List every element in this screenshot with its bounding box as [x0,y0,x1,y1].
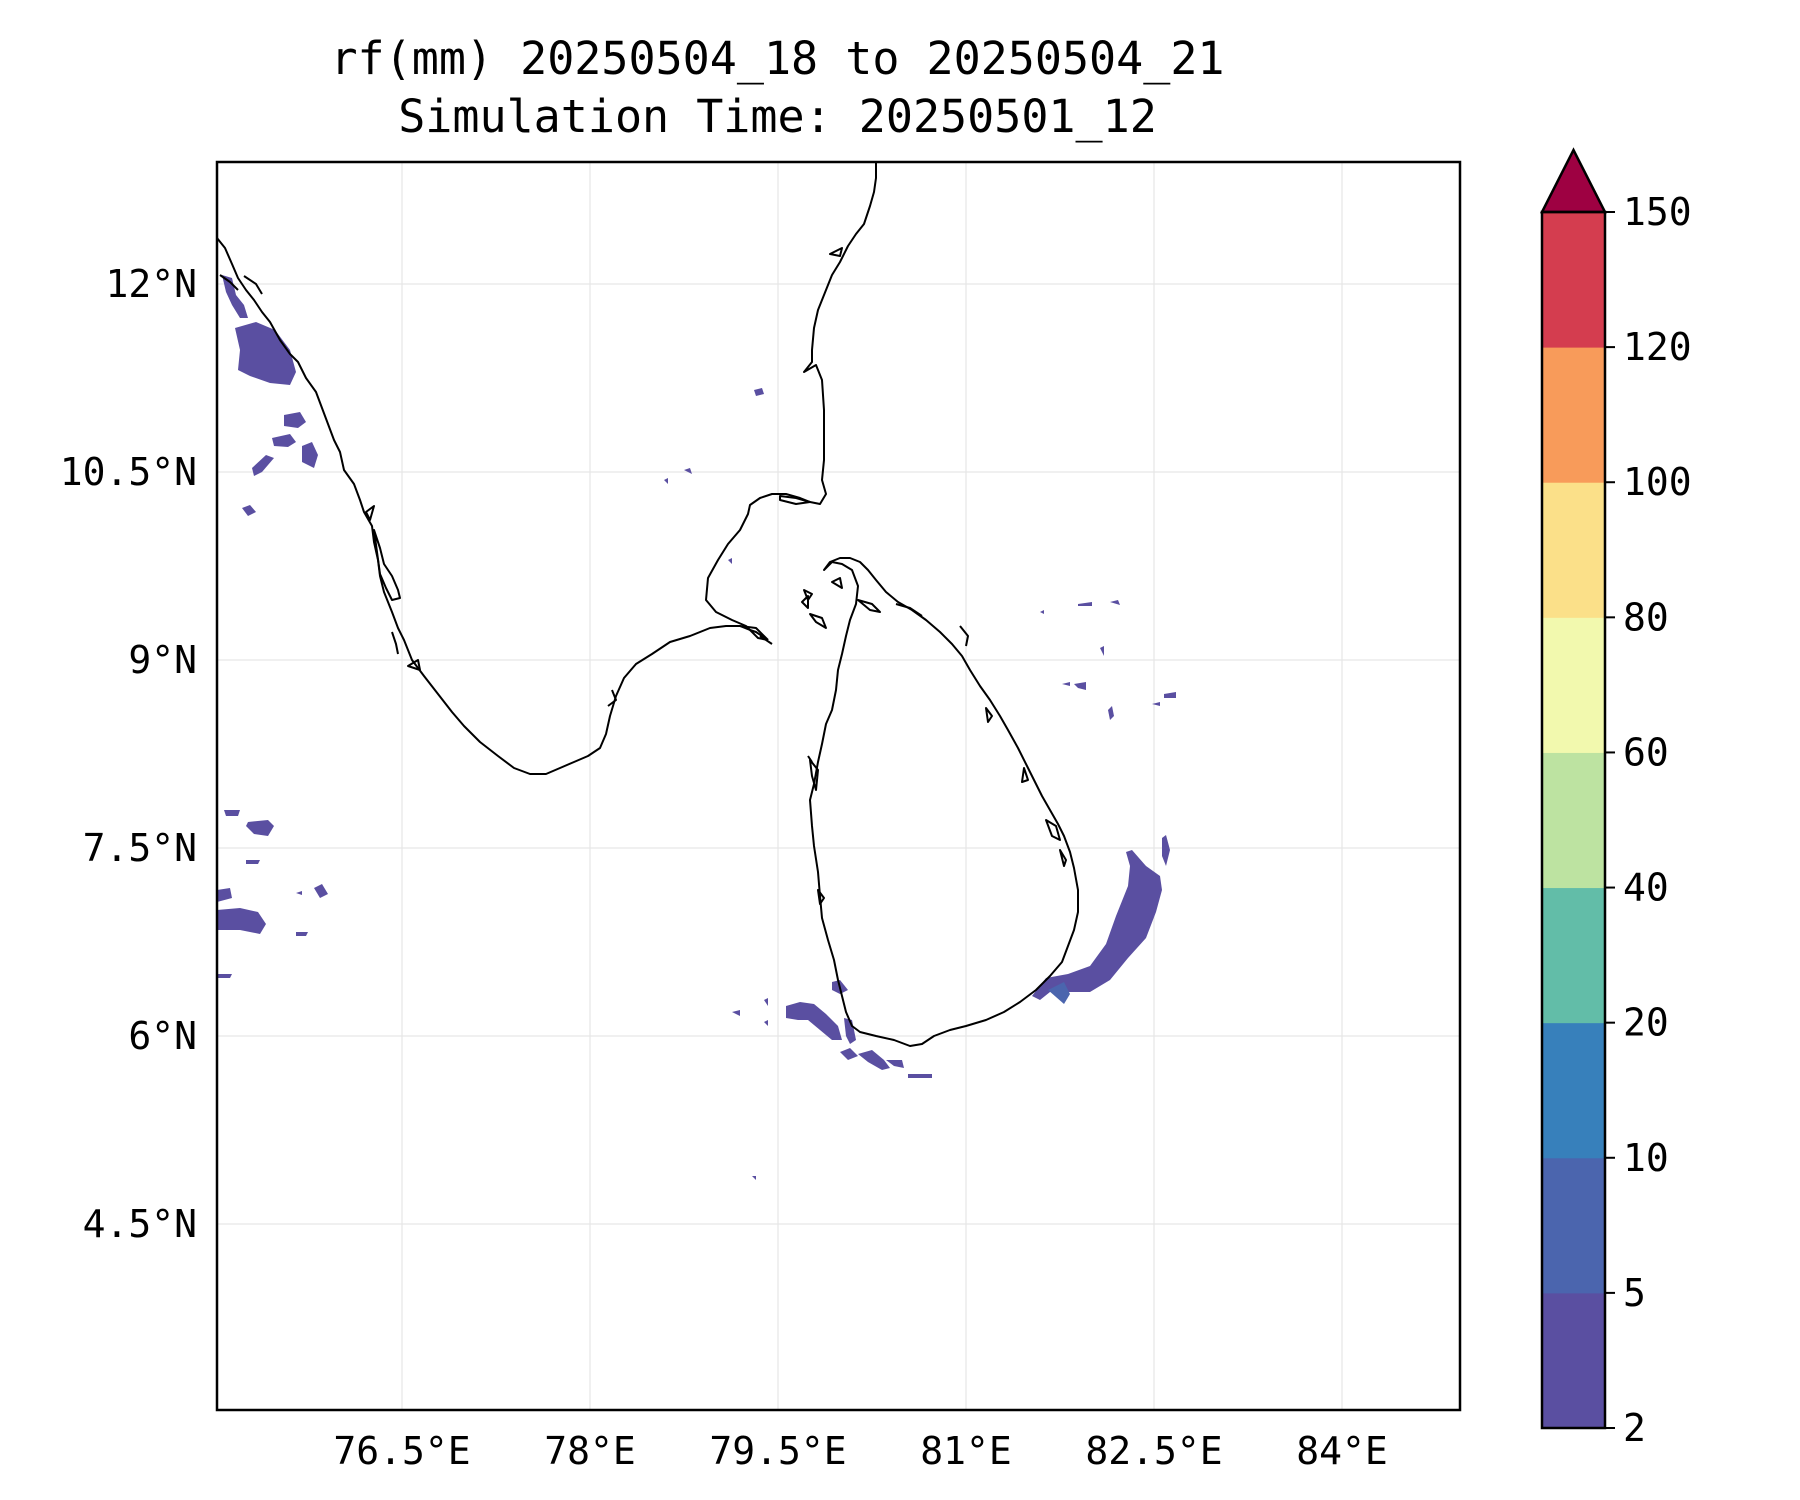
colorbar-tick-label: 2 [1623,1406,1646,1450]
coastline [217,162,1079,1047]
lon-tick-labels: 76.5°E 78°E 79.5°E 81°E 82.5°E 84°E [333,1429,1387,1473]
lon-tick-label: 78°E [544,1429,636,1473]
colorbar-segment [1542,617,1605,753]
colorbar-tick-label: 100 [1623,460,1692,504]
rainfall-contour-5to10 [1048,982,1070,1004]
colorbar-tick-label: 60 [1623,730,1669,774]
title-line-1: rf(mm) 20250504_18 to 20250504_21 [330,32,1225,85]
colorbar-tick-label: 150 [1623,190,1692,234]
colorbar-segment [1542,482,1605,618]
lat-tick-labels: 12°N 10.5°N 9°N 7.5°N 6°N 4.5°N [60,262,197,1246]
lat-tick-label: 10.5°N [60,450,197,494]
chart-title: rf(mm) 20250504_18 to 20250504_21 Simula… [0,30,1555,146]
gridlines [217,162,1460,1410]
lat-tick-label: 6°N [128,1014,197,1058]
colorbar-segment [1542,887,1605,1024]
lat-tick-label: 7.5°N [83,826,197,870]
lon-tick-label: 76.5°E [333,1429,470,1473]
colorbar-tick-label: 20 [1623,1001,1669,1045]
colorbar-frame [1540,210,1607,1430]
colorbar-segment [1542,212,1605,348]
lon-tick-label: 81°E [920,1429,1012,1473]
colorbar-tick-label: 120 [1623,325,1692,369]
colorbar-tick-label: 10 [1623,1136,1669,1180]
colorbar-tick-label: 5 [1623,1271,1646,1315]
lon-tick-label: 79.5°E [709,1429,846,1473]
colorbar: 2 5 10 20 40 60 80 100 120 150 [1539,147,1692,1450]
lat-tick-label: 4.5°N [83,1202,197,1246]
lat-tick-label: 9°N [128,638,197,682]
colorbar-segment [1542,752,1605,889]
colorbar-segment [1542,1022,1605,1159]
colorbar-segment [1542,347,1605,483]
colorbar-extend-arrow [1539,147,1608,214]
colorbar-segment [1542,1157,1605,1294]
map-frame [215,160,1462,1412]
lon-tick-label: 84°E [1296,1429,1388,1473]
colorbar-tick-label: 40 [1623,866,1669,910]
title-line-2: Simulation Time: 20250501_12 [398,90,1157,143]
lon-tick-label: 82.5°E [1085,1429,1222,1473]
colorbar-segment [1542,1292,1605,1429]
lat-tick-label: 12°N [105,262,197,306]
rainfall-contours [217,275,1176,1180]
colorbar-tick-label: 80 [1623,595,1669,639]
